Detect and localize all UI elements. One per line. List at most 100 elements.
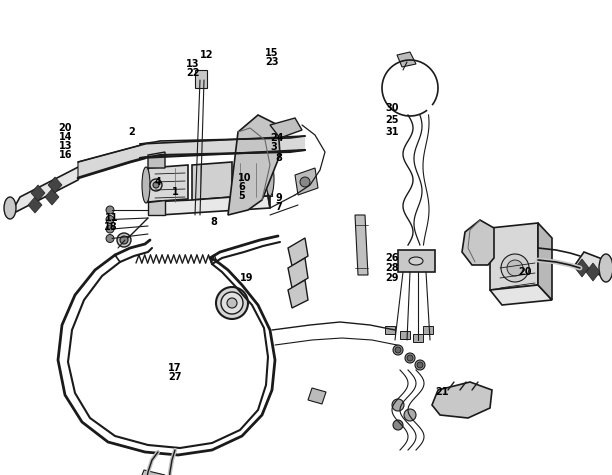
Circle shape	[393, 345, 403, 355]
Polygon shape	[462, 220, 494, 265]
Text: 31: 31	[385, 127, 398, 137]
Bar	[413, 334, 423, 342]
Polygon shape	[355, 215, 368, 275]
Circle shape	[120, 236, 128, 244]
Text: 1: 1	[172, 187, 179, 197]
Polygon shape	[28, 197, 42, 213]
Bar	[400, 331, 410, 339]
Text: 14: 14	[59, 132, 72, 142]
Ellipse shape	[599, 254, 612, 282]
Text: 30: 30	[385, 103, 398, 113]
Circle shape	[153, 182, 159, 188]
Circle shape	[405, 353, 415, 363]
Polygon shape	[10, 162, 88, 215]
Polygon shape	[140, 136, 305, 158]
Polygon shape	[236, 161, 268, 198]
Bar	[385, 326, 395, 334]
Text: 10: 10	[238, 173, 252, 183]
Polygon shape	[148, 152, 165, 168]
Polygon shape	[268, 162, 272, 196]
Circle shape	[106, 225, 114, 233]
Polygon shape	[397, 52, 416, 67]
Polygon shape	[288, 238, 308, 266]
Circle shape	[106, 216, 114, 224]
Circle shape	[407, 355, 413, 361]
Text: 25: 25	[385, 115, 398, 125]
Polygon shape	[228, 115, 280, 215]
Polygon shape	[78, 144, 145, 178]
Polygon shape	[432, 382, 492, 418]
Text: 28: 28	[385, 263, 398, 273]
Ellipse shape	[409, 257, 423, 265]
Text: 11: 11	[105, 213, 118, 223]
Polygon shape	[490, 285, 552, 305]
Circle shape	[106, 235, 114, 243]
Text: 26: 26	[385, 253, 398, 263]
Text: 9: 9	[275, 193, 282, 203]
Text: 20: 20	[518, 267, 531, 277]
Ellipse shape	[221, 292, 243, 314]
Polygon shape	[575, 259, 589, 277]
Polygon shape	[148, 196, 270, 215]
Circle shape	[417, 362, 423, 368]
Text: 19: 19	[240, 273, 253, 283]
Bar	[423, 326, 433, 334]
Polygon shape	[288, 258, 308, 288]
Text: 3: 3	[270, 142, 277, 152]
Text: 20: 20	[59, 123, 72, 133]
Text: 5: 5	[238, 191, 245, 201]
Polygon shape	[490, 223, 538, 290]
Text: 6: 6	[238, 182, 245, 192]
Polygon shape	[31, 185, 45, 201]
Ellipse shape	[142, 167, 150, 203]
Polygon shape	[48, 177, 62, 193]
Text: 21: 21	[435, 387, 449, 397]
Text: 29: 29	[385, 273, 398, 283]
Circle shape	[507, 260, 523, 276]
Polygon shape	[45, 189, 59, 205]
Circle shape	[117, 233, 131, 247]
Polygon shape	[398, 250, 435, 272]
Polygon shape	[288, 280, 308, 308]
Polygon shape	[308, 388, 326, 404]
Text: 15: 15	[265, 48, 278, 58]
Text: 13: 13	[186, 59, 200, 69]
Text: 8: 8	[210, 217, 217, 227]
Polygon shape	[295, 168, 318, 195]
Text: 17: 17	[168, 363, 182, 373]
Circle shape	[300, 177, 310, 187]
Text: 13: 13	[59, 141, 72, 151]
Polygon shape	[148, 165, 188, 202]
Polygon shape	[575, 252, 610, 275]
Circle shape	[415, 360, 425, 370]
Text: 8: 8	[275, 153, 282, 163]
Bar	[195, 70, 207, 88]
Text: 12: 12	[200, 50, 214, 60]
Ellipse shape	[227, 298, 237, 308]
Circle shape	[106, 206, 114, 214]
Ellipse shape	[216, 287, 248, 319]
Text: 22: 22	[186, 68, 200, 78]
Polygon shape	[538, 223, 552, 300]
Text: 2: 2	[128, 127, 135, 137]
Circle shape	[404, 409, 416, 421]
Text: 27: 27	[168, 372, 182, 382]
Polygon shape	[268, 161, 270, 208]
Text: 4: 4	[155, 177, 162, 187]
Text: 18: 18	[105, 222, 118, 232]
Circle shape	[395, 347, 401, 353]
Text: 24: 24	[270, 133, 283, 143]
Circle shape	[392, 399, 404, 411]
Polygon shape	[138, 470, 165, 475]
Circle shape	[150, 179, 162, 191]
Text: 23: 23	[265, 57, 278, 67]
Polygon shape	[586, 263, 600, 281]
Circle shape	[393, 420, 403, 430]
Text: 7: 7	[275, 202, 282, 212]
Text: 16: 16	[59, 150, 72, 160]
Polygon shape	[145, 168, 148, 202]
Ellipse shape	[266, 162, 274, 196]
Circle shape	[501, 254, 529, 282]
Ellipse shape	[4, 197, 16, 219]
Polygon shape	[192, 162, 232, 200]
